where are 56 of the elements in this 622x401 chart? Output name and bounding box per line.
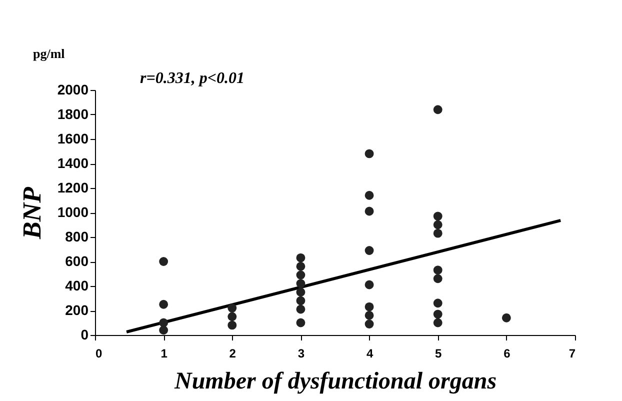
point bbox=[159, 257, 168, 266]
point bbox=[296, 270, 306, 280]
point bbox=[433, 298, 442, 308]
x-tick-label: 1 bbox=[160, 346, 168, 360]
y-tick-label: 2000 bbox=[57, 82, 89, 98]
x-tick-label: 6 bbox=[504, 346, 511, 360]
text: pg/ml bbox=[33, 46, 66, 61]
x-tick-label: 0 bbox=[96, 346, 102, 360]
y-tick-label: 200 bbox=[65, 302, 89, 318]
point bbox=[502, 313, 511, 322]
x-tick-label: 5 bbox=[435, 346, 442, 360]
point bbox=[228, 304, 237, 313]
point bbox=[296, 288, 306, 297]
point bbox=[296, 318, 306, 328]
y-tick-label: 0 bbox=[80, 326, 89, 342]
point bbox=[433, 310, 442, 319]
x-tick-label: 2 bbox=[229, 346, 236, 360]
point bbox=[364, 310, 374, 320]
point bbox=[433, 274, 442, 284]
y-tick-label: 1400 bbox=[57, 155, 89, 171]
point bbox=[433, 220, 442, 230]
point bbox=[159, 300, 168, 309]
point bbox=[364, 280, 374, 290]
point bbox=[364, 149, 374, 158]
y-tick-label: 600 bbox=[65, 253, 89, 269]
text: r=0.331, p<0.01 bbox=[140, 70, 244, 87]
x-tick-label: 4 bbox=[366, 346, 374, 360]
point bbox=[364, 320, 374, 328]
y-tick-label: 1600 bbox=[57, 130, 89, 146]
point bbox=[159, 326, 168, 335]
y-tick-label: 400 bbox=[65, 278, 89, 294]
y-tick-label: 1200 bbox=[57, 180, 89, 196]
point bbox=[159, 318, 168, 328]
point bbox=[433, 212, 442, 221]
point bbox=[296, 279, 306, 288]
point bbox=[364, 190, 374, 200]
x-tick-label: 3 bbox=[298, 346, 305, 360]
point bbox=[228, 320, 237, 330]
point bbox=[433, 318, 442, 328]
y-tick-label: 800 bbox=[65, 228, 89, 244]
point bbox=[364, 206, 374, 216]
point bbox=[364, 302, 374, 312]
point bbox=[433, 105, 442, 114]
y-tick-label: 1800 bbox=[57, 106, 89, 122]
x-tick-label: 7 bbox=[568, 346, 576, 360]
point bbox=[296, 253, 306, 262]
point bbox=[296, 262, 306, 271]
point bbox=[433, 266, 442, 275]
x-axis-title: Number of dysfunctional organs bbox=[173, 368, 497, 394]
point bbox=[296, 304, 306, 314]
point bbox=[296, 296, 306, 306]
y-axis-title: BNP bbox=[17, 186, 46, 240]
point bbox=[228, 312, 237, 322]
point bbox=[433, 228, 442, 238]
y-tick-label: 1000 bbox=[57, 204, 89, 220]
point bbox=[364, 246, 374, 255]
